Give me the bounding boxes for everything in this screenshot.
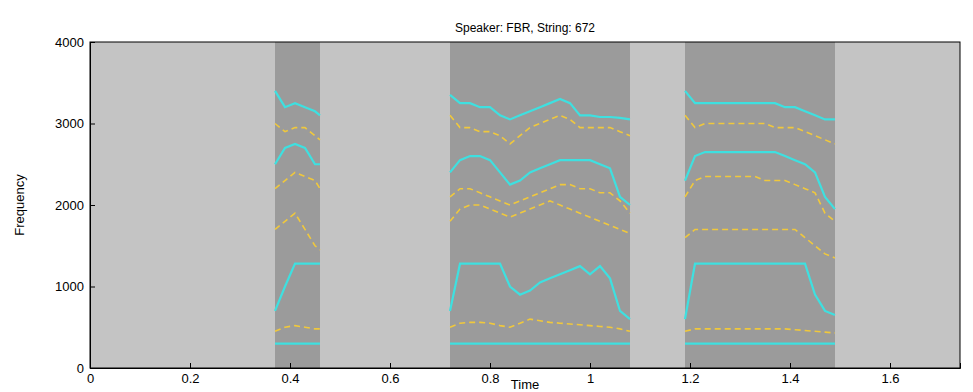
candidate-track (275, 201, 835, 258)
candidate-track (275, 115, 835, 144)
chart-title: Speaker: FBR, String: 672 (455, 21, 595, 35)
x-tick-label: 0 (87, 371, 94, 386)
x-tick: 1.4 (781, 363, 799, 386)
x-tick-label: 1.2 (681, 371, 699, 386)
x-tick: 0.2 (181, 363, 199, 386)
y-tick-mark (90, 42, 95, 43)
x-tick: 1.6 (881, 363, 899, 386)
plot-frame (90, 42, 960, 368)
x-axis-title: Time (511, 377, 539, 392)
x-tick-label: 1.6 (881, 371, 899, 386)
x-tick-mark (390, 363, 391, 368)
y-tick-label: 2000 (55, 198, 84, 213)
y-axis-line (91, 43, 96, 369)
y-tick-label: 3000 (55, 116, 84, 131)
y-tick-mark (90, 368, 95, 369)
formant-track (275, 91, 835, 120)
x-tick-label: 1 (587, 371, 594, 386)
y-tick-mark (90, 287, 95, 288)
x-tick-label: 0.6 (381, 371, 399, 386)
x-tick-label: 0.4 (281, 371, 299, 386)
x-tick-label: 1.4 (781, 371, 799, 386)
x-tick: 1 (587, 363, 594, 386)
x-tick-mark (490, 363, 491, 368)
x-tick: 0.8 (481, 363, 499, 386)
x-tick: 0.6 (381, 363, 399, 386)
candidate-track (275, 172, 835, 221)
y-tick: 0 (77, 361, 95, 376)
plot: 0 0.2 0.4 0.6 0.8 1 1.2 1.4 1.6 0 1000 2000 3000 4000 (55, 35, 960, 387)
x-tick-mark (190, 363, 191, 368)
voiced-region (275, 42, 320, 368)
y-axis: 0 1000 2000 3000 4000 (55, 35, 95, 376)
marks (275, 42, 835, 368)
formant-track (275, 264, 835, 319)
x-tick: 0.4 (281, 363, 299, 386)
y-tick: 1000 (55, 279, 95, 294)
x-tick-mark (290, 363, 291, 368)
plot-background (90, 42, 960, 368)
y-tick: 4000 (55, 35, 95, 50)
x-tick-label: 0.2 (181, 371, 199, 386)
x-axis-line (91, 363, 961, 369)
x-tick-mark (690, 363, 691, 368)
y-tick: 3000 (55, 116, 95, 131)
y-tick-label: 0 (77, 361, 84, 376)
x-tick-label: 0.8 (481, 371, 499, 386)
x-tick-mark (590, 363, 591, 368)
y-tick-label: 4000 (55, 35, 84, 50)
x-tick-mark (890, 363, 891, 368)
y-tick-mark (90, 205, 95, 206)
formant-track (275, 342, 835, 344)
x-tick-mark (790, 363, 791, 368)
chart: 0 0.2 0.4 0.6 0.8 1 1.2 1.4 1.6 0 1000 2000 3000 4000… (0, 0, 973, 392)
y-tick: 2000 (55, 198, 95, 213)
y-tick-label: 1000 (55, 279, 84, 294)
y-axis-title: Frequency (12, 174, 27, 236)
x-tick: 1.2 (681, 363, 699, 386)
voiced-region (685, 42, 835, 368)
candidate-track (275, 319, 835, 333)
y-tick-mark (90, 124, 95, 125)
